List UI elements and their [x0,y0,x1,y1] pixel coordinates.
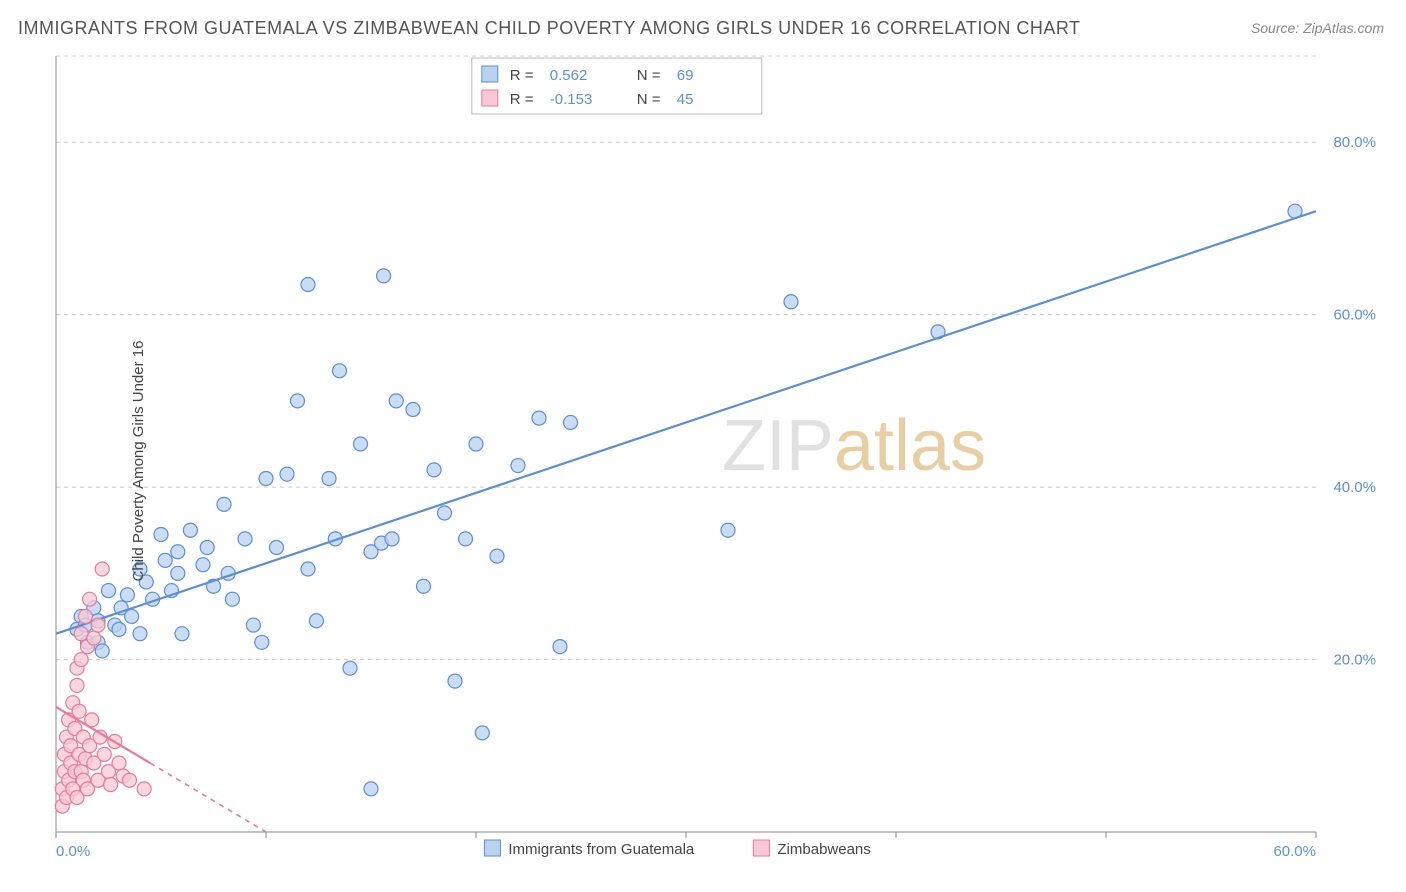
data-point [133,627,147,641]
legend-r-label: R = [510,91,534,108]
data-point [427,463,441,477]
data-point [158,553,172,567]
data-point [112,756,126,770]
data-point [95,644,109,658]
data-point [280,467,294,481]
legend-swatch [753,840,769,856]
data-point [95,562,109,576]
data-point [333,364,347,378]
data-point [469,437,483,451]
data-point [475,726,489,740]
data-point [259,471,273,485]
data-point [301,562,315,576]
data-point [246,618,260,632]
data-point [225,592,239,606]
data-point [171,545,185,559]
data-point [238,532,252,546]
legend-swatch [482,66,498,82]
legend-r-value: 0.562 [550,67,588,84]
data-point [354,437,368,451]
data-point [217,497,231,511]
data-point [183,523,197,537]
legend-r-value: -0.153 [550,91,593,108]
data-point [417,579,431,593]
scatter-chart: ZIPatlas 0.0% 60.0% 20.0% 40.0% 60.0% 80.0% R =… [18,48,1388,874]
data-point [784,295,798,309]
data-point [385,532,399,546]
data-point [104,778,118,792]
data-point [377,269,391,283]
data-point [175,627,189,641]
legend-swatch [484,840,500,856]
svg-text:ZIPatlas: ZIPatlas [722,406,986,486]
data-point [112,622,126,636]
data-point [291,394,305,408]
data-point [171,566,185,580]
data-point [309,614,323,628]
data-point [301,277,315,291]
chart-title: IMMIGRANTS FROM GUATEMALA VS ZIMBABWEAN … [18,18,1081,39]
data-point [448,674,462,688]
data-point [438,506,452,520]
data-point [196,558,210,572]
legend-n-label: N = [637,67,661,84]
data-point [721,523,735,537]
legend-label: Zimbabweans [777,841,870,858]
legend-r-label: R = [510,67,534,84]
data-point [322,471,336,485]
y-tick-label: 20.0% [1333,652,1376,669]
data-point [83,592,97,606]
data-point [120,588,134,602]
data-point [255,635,269,649]
data-point [564,415,578,429]
data-point [78,609,92,623]
trend-line [56,211,1316,633]
legend-label: Immigrants from Guatemala [508,841,695,858]
legend-n-value: 45 [677,91,694,108]
data-point [343,661,357,675]
chart-container: Child Poverty Among Girls Under 16 ZIPat… [18,48,1388,874]
data-point [87,631,101,645]
legend-swatch [482,90,498,106]
y-tick-label: 60.0% [1333,307,1376,324]
data-point [137,782,151,796]
data-point [123,773,137,787]
data-point [553,640,567,654]
data-point [74,653,88,667]
watermark: ZIPatlas [722,406,986,486]
data-point [532,411,546,425]
data-point [389,394,403,408]
legend-n-label: N = [637,91,661,108]
data-point [364,782,378,796]
x-tick-label: 0.0% [56,843,90,860]
data-point [72,704,86,718]
data-point [102,584,116,598]
source-label: Source: ZipAtlas.com [1251,20,1384,36]
data-point [459,532,473,546]
data-point [511,459,525,473]
data-point [200,540,214,554]
data-point [154,528,168,542]
data-point [490,549,504,563]
y-axis-label: Child Poverty Among Girls Under 16 [130,341,147,582]
data-point [70,678,84,692]
data-point [125,609,139,623]
data-point [74,627,88,641]
data-point [406,403,420,417]
data-point [91,618,105,632]
y-tick-label: 40.0% [1333,479,1376,496]
legend-n-value: 69 [677,67,694,84]
y-tick-label: 80.0% [1333,134,1376,151]
data-point [270,540,284,554]
x-tick-label: 60.0% [1273,843,1316,860]
data-point [97,747,111,761]
trend-line-dashed [151,763,267,832]
